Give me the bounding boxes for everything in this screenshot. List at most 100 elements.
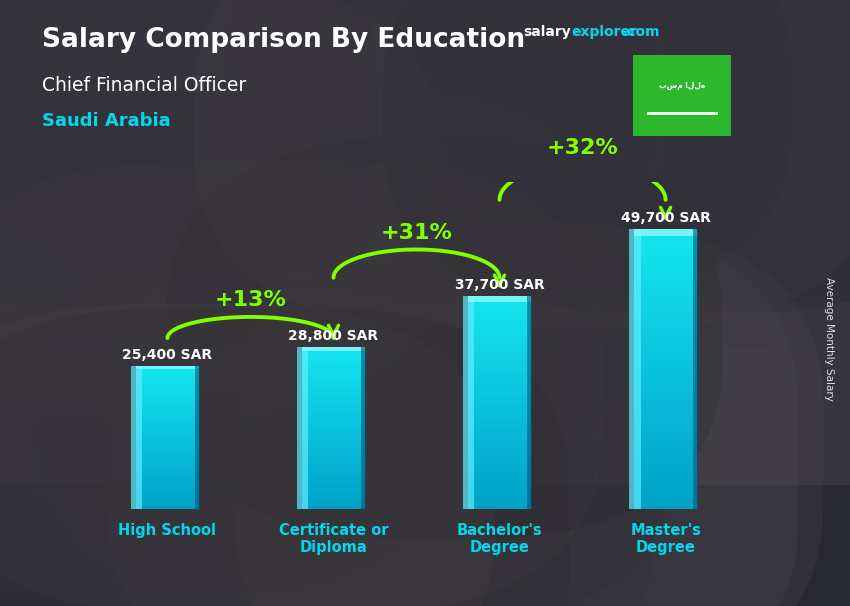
Bar xyxy=(136,488,199,489)
Bar xyxy=(302,395,365,398)
Bar xyxy=(468,450,531,453)
Bar xyxy=(302,363,365,365)
Bar xyxy=(634,239,697,242)
Bar xyxy=(468,358,531,360)
Bar xyxy=(136,419,199,421)
FancyBboxPatch shape xyxy=(224,0,792,304)
Bar xyxy=(634,323,697,327)
Bar xyxy=(468,331,531,333)
Bar xyxy=(136,438,199,439)
Bar xyxy=(468,339,531,342)
Bar xyxy=(136,366,199,369)
Bar xyxy=(468,398,531,400)
FancyBboxPatch shape xyxy=(39,201,695,606)
Bar xyxy=(136,369,199,371)
Bar xyxy=(634,505,697,509)
Bar xyxy=(302,491,365,493)
Bar xyxy=(136,481,199,482)
Bar xyxy=(468,384,531,387)
Bar xyxy=(468,453,531,456)
Bar xyxy=(136,418,199,419)
Bar xyxy=(634,334,697,338)
Bar xyxy=(302,379,365,381)
Bar xyxy=(302,485,365,487)
Bar xyxy=(634,415,697,418)
Bar xyxy=(302,407,365,410)
Bar xyxy=(302,497,365,499)
Bar xyxy=(136,461,199,462)
Bar xyxy=(468,310,531,312)
Bar xyxy=(136,436,199,438)
Bar xyxy=(131,366,143,509)
Bar xyxy=(634,330,697,334)
Bar xyxy=(136,448,199,450)
Bar xyxy=(136,366,199,367)
FancyBboxPatch shape xyxy=(194,0,850,328)
Bar xyxy=(634,365,697,369)
Bar xyxy=(634,481,697,485)
Bar xyxy=(136,434,199,436)
Bar xyxy=(136,396,199,398)
Bar xyxy=(634,474,697,478)
Bar xyxy=(302,391,365,393)
Bar xyxy=(302,347,365,351)
Bar xyxy=(136,402,199,404)
Bar xyxy=(136,445,199,447)
Bar xyxy=(634,351,697,355)
Bar xyxy=(302,473,365,474)
Bar xyxy=(302,359,365,361)
Bar xyxy=(302,424,365,426)
Bar xyxy=(468,424,531,427)
Bar xyxy=(302,422,365,424)
Bar xyxy=(634,246,697,250)
Bar xyxy=(468,490,531,493)
Bar xyxy=(302,442,365,444)
Bar xyxy=(302,461,365,462)
Bar xyxy=(468,373,531,376)
FancyBboxPatch shape xyxy=(94,0,681,385)
Bar xyxy=(136,498,199,500)
Bar xyxy=(302,369,365,371)
Bar xyxy=(634,411,697,415)
Bar xyxy=(468,467,531,469)
Bar xyxy=(634,327,697,330)
Bar xyxy=(634,285,697,288)
Bar xyxy=(634,485,697,488)
Text: Chief Financial Officer: Chief Financial Officer xyxy=(42,76,246,95)
Bar xyxy=(527,296,532,509)
Bar xyxy=(634,379,697,383)
Bar xyxy=(136,432,199,434)
Bar xyxy=(302,476,365,479)
Bar xyxy=(634,228,697,232)
FancyBboxPatch shape xyxy=(0,170,458,593)
Bar xyxy=(136,375,199,376)
FancyBboxPatch shape xyxy=(0,201,677,606)
Bar xyxy=(634,436,697,439)
FancyBboxPatch shape xyxy=(166,136,722,540)
Bar xyxy=(468,392,531,395)
Bar xyxy=(634,341,697,344)
Bar xyxy=(468,312,531,315)
Bar xyxy=(136,505,199,507)
Bar xyxy=(634,264,697,267)
Bar xyxy=(468,371,531,373)
Bar xyxy=(136,371,199,373)
Bar xyxy=(468,474,531,477)
Text: 49,700 SAR: 49,700 SAR xyxy=(620,211,711,225)
Bar xyxy=(136,471,199,473)
Bar xyxy=(634,446,697,450)
Bar xyxy=(302,482,365,485)
Bar xyxy=(468,315,531,318)
Bar xyxy=(136,464,199,466)
Bar xyxy=(302,355,365,357)
Bar xyxy=(468,427,531,429)
FancyBboxPatch shape xyxy=(0,264,654,606)
Bar xyxy=(634,372,697,376)
Bar xyxy=(468,352,531,355)
Bar xyxy=(302,357,365,359)
Bar xyxy=(302,464,365,467)
Bar xyxy=(468,488,531,490)
Bar xyxy=(468,442,531,445)
Bar xyxy=(634,355,697,358)
FancyBboxPatch shape xyxy=(0,0,443,422)
